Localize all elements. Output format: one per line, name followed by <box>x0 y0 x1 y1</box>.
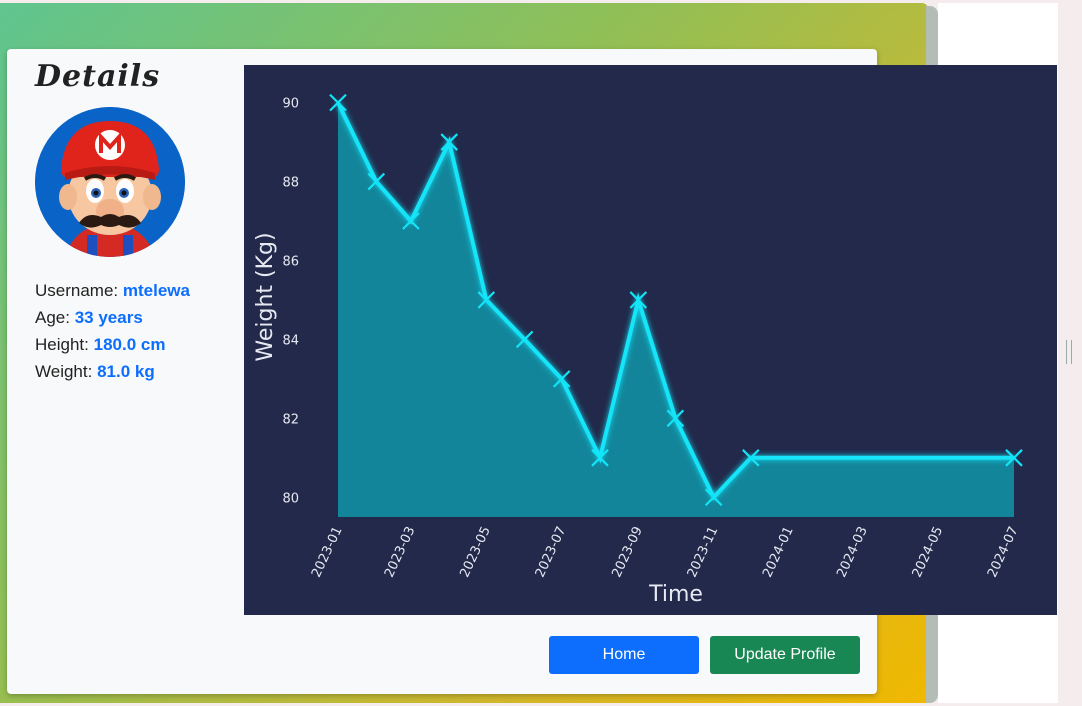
y-tick-label: 90 <box>282 97 299 112</box>
height-value: 180.0 cm <box>93 335 166 354</box>
avatar-image <box>35 107 185 257</box>
data-point <box>666 409 685 428</box>
height-row: Height: 180.0 cm <box>35 331 190 358</box>
username-row: Username: mtelewa <box>35 277 190 304</box>
details-card: Details Username: <box>7 49 1057 694</box>
weight-row: Weight: 81.0 kg <box>35 358 190 385</box>
y-axis-label: Weight (Kg) <box>253 232 278 361</box>
avatar <box>35 107 185 257</box>
weight-chart: 80 82 84 86 88 90 2023-01 2023-03 2023-05 2023-07… <box>244 65 1057 615</box>
data-point <box>477 291 496 309</box>
age-value: 33 years <box>74 308 143 327</box>
username-label: Username: <box>35 281 119 300</box>
page-title: Details <box>35 59 161 94</box>
data-point <box>329 93 347 112</box>
weight-label: Weight: <box>35 362 93 381</box>
y-tick-label: 88 <box>282 176 299 191</box>
data-point <box>629 291 648 309</box>
profile-info: Username: mtelewa Age: 33 years Height: … <box>35 277 190 385</box>
data-point <box>367 172 386 191</box>
data-point <box>552 370 571 388</box>
data-point <box>591 449 609 467</box>
height-label: Height: <box>35 335 89 354</box>
age-label: Age: <box>35 308 70 327</box>
y-tick-label: 82 <box>282 412 299 427</box>
y-tick-label: 80 <box>282 491 299 506</box>
age-row: Age: 33 years <box>35 304 190 331</box>
data-point <box>440 133 459 151</box>
home-button[interactable]: Home <box>549 636 699 674</box>
data-point <box>1005 449 1023 467</box>
y-tick-label: 86 <box>282 254 299 269</box>
area-fill <box>338 102 1014 517</box>
resize-handle[interactable] <box>1066 340 1072 364</box>
data-point <box>704 488 723 507</box>
username-value: mtelewa <box>122 281 190 300</box>
data-point <box>402 212 420 230</box>
y-tick-label: 84 <box>282 333 299 348</box>
update-profile-button[interactable]: Update Profile <box>710 636 860 674</box>
data-point <box>515 330 534 349</box>
x-axis-label: Time <box>648 582 703 607</box>
data-point <box>741 449 760 467</box>
weight-value: 81.0 kg <box>97 362 155 381</box>
